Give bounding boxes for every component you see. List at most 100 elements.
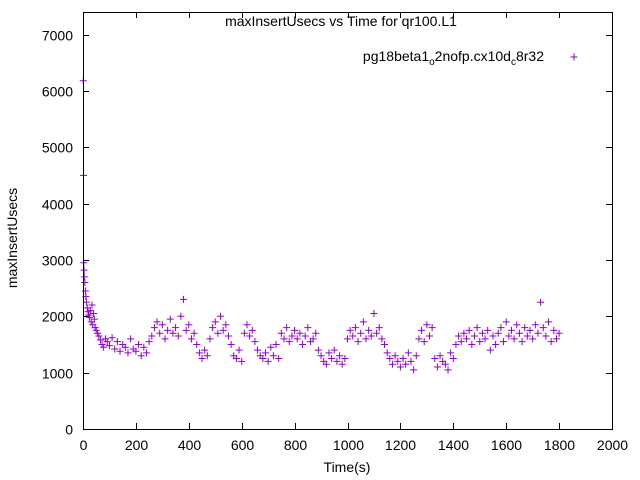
data-point	[346, 326, 354, 334]
data-point	[407, 357, 415, 365]
data-point	[272, 340, 280, 348]
x-tick-label: 2000	[597, 437, 628, 453]
data-point	[354, 338, 362, 346]
data-point	[108, 334, 116, 342]
data-point	[455, 332, 463, 340]
data-point	[90, 309, 98, 317]
data-point	[381, 340, 389, 348]
data-point	[150, 324, 158, 332]
data-point	[436, 352, 444, 360]
data-point	[169, 329, 177, 337]
data-point	[193, 340, 201, 348]
plot-frame	[83, 12, 613, 430]
data-point	[275, 355, 283, 363]
data-point	[81, 278, 89, 286]
data-point	[341, 355, 349, 363]
data-point	[103, 338, 111, 346]
data-point	[211, 318, 219, 326]
data-point	[328, 355, 336, 363]
data-point	[484, 326, 492, 334]
data-point	[140, 343, 148, 351]
data-point	[444, 366, 452, 374]
data-point	[105, 342, 113, 350]
x-tick-label: 1800	[544, 437, 575, 453]
data-point	[515, 329, 523, 337]
chart-title: maxInsertUsecs vs Time for qr100.L1	[225, 13, 457, 29]
data-point	[344, 335, 351, 343]
data-point	[96, 336, 104, 344]
data-point	[314, 346, 322, 354]
data-point	[111, 345, 119, 353]
data-point	[217, 312, 225, 320]
data-point	[90, 315, 98, 323]
data-point	[412, 352, 420, 360]
data-point	[88, 301, 96, 309]
data-point	[423, 321, 431, 329]
data-point	[248, 326, 256, 334]
data-point	[304, 324, 312, 332]
y-tick-label: 5000	[42, 140, 73, 156]
y-tick-label: 1000	[42, 366, 73, 382]
data-point	[388, 360, 396, 368]
data-point	[463, 335, 471, 343]
data-point	[399, 355, 407, 363]
data-point	[299, 340, 307, 348]
data-point	[402, 360, 410, 368]
data-point	[113, 338, 121, 346]
data-point	[195, 349, 203, 357]
data-point	[283, 324, 291, 332]
y-tick-label: 7000	[42, 28, 73, 44]
data-point	[214, 329, 222, 337]
data-point	[153, 318, 161, 326]
x-tick-label: 400	[178, 437, 202, 453]
data-point	[418, 326, 426, 334]
data-point	[441, 360, 449, 368]
data-point	[177, 312, 185, 320]
data-point	[227, 340, 235, 348]
data-point	[333, 357, 341, 365]
data-point	[137, 352, 145, 360]
data-point	[367, 332, 375, 340]
y-tick-label: 4000	[42, 197, 73, 213]
data-point	[81, 287, 89, 295]
data-point	[187, 335, 195, 343]
data-point	[357, 329, 365, 337]
data-point	[415, 335, 423, 343]
data-point	[280, 335, 288, 343]
data-point	[238, 357, 246, 365]
data-point	[476, 338, 484, 346]
data-point	[182, 326, 190, 334]
data-point	[254, 346, 262, 354]
data-point	[518, 338, 526, 346]
y-tick-label: 3000	[42, 253, 73, 269]
data-point	[206, 335, 214, 343]
data-point	[431, 355, 439, 363]
data-point	[513, 321, 521, 329]
data-point	[449, 355, 457, 363]
data-point	[166, 315, 174, 323]
data-point	[500, 338, 508, 346]
data-point	[80, 266, 88, 274]
data-point	[378, 335, 386, 343]
data-point	[277, 329, 285, 337]
data-point	[468, 340, 476, 348]
data-point	[86, 313, 94, 321]
data-point	[80, 273, 88, 281]
data-point	[224, 332, 232, 340]
data-point	[127, 335, 135, 343]
data-point	[349, 332, 357, 340]
data-point	[531, 321, 539, 329]
data-point	[190, 329, 198, 337]
data-point	[222, 321, 230, 329]
data-point	[269, 352, 277, 360]
data-point	[156, 329, 164, 337]
data-point	[95, 332, 103, 340]
data-point	[425, 332, 433, 340]
x-tick-label: 1400	[438, 437, 469, 453]
data-point	[185, 321, 193, 329]
data-point	[135, 340, 143, 348]
data-point	[523, 332, 531, 340]
data-point	[359, 318, 367, 326]
data-point	[537, 298, 545, 306]
data-point	[203, 352, 211, 360]
